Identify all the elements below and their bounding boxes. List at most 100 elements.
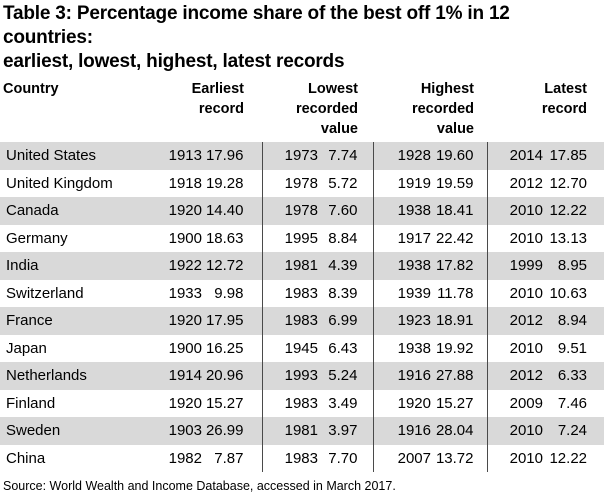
latest-year-cell: 2010	[486, 444, 545, 472]
earliest-year-cell: 1900	[168, 229, 202, 247]
latest-year-cell: 2010	[486, 417, 545, 445]
lowest-value-cell: 6.99	[328, 312, 358, 330]
country-cell: Finland	[6, 394, 56, 412]
lowest-value-cell: 3.97	[328, 422, 358, 440]
earliest-value-cell: 20.96	[205, 367, 244, 385]
earliest-year-cell: 1913	[168, 147, 202, 165]
highest-year-cell: 1916	[372, 417, 433, 445]
latest-value-cell: 10.63	[549, 284, 588, 302]
highest-value-cell: 17.82	[435, 257, 474, 275]
table-row: Switzerland 1933 9.98 1983 8.39 1939 11.78 2010…	[0, 279, 604, 307]
country-cell: Canada	[6, 202, 59, 220]
highest-year-cell: 1917	[372, 224, 433, 252]
lowest-value-cell: 6.43	[328, 339, 358, 357]
highest-year-cell: 1938	[372, 252, 433, 280]
table-title-line-2: earliest, lowest, highest, latest record…	[3, 51, 345, 72]
lowest-value-cell: 5.24	[328, 367, 358, 385]
latest-value-cell: 8.95	[557, 257, 588, 275]
earliest-value-cell: 19.28	[205, 174, 244, 192]
latest-value-cell: 9.51	[557, 339, 588, 357]
highest-year-cell: 1928	[372, 142, 433, 170]
column-header-earliest-record: Earliest record	[191, 81, 244, 117]
latest-value-cell: 12.70	[549, 174, 588, 192]
latest-year-cell: 2010	[486, 224, 545, 252]
earliest-year-cell: 1982	[168, 449, 202, 467]
latest-value-cell: 12.22	[549, 202, 588, 220]
table-title: Table 3: Percentage income share of the …	[3, 2, 604, 74]
latest-year-cell: 2009	[486, 389, 545, 417]
highest-value-cell: 27.88	[435, 367, 474, 385]
lowest-value-cell: 7.74	[328, 147, 358, 165]
highest-year-cell: 1923	[372, 307, 433, 335]
table-row: Japan 1900 16.25 1945 6.43 1938 19.92 2010 9.51	[0, 334, 604, 362]
highest-value-cell: 15.27	[435, 394, 474, 412]
earliest-year-cell: 1920	[168, 202, 202, 220]
income-share-table: Country Earliest record Lowest recorded …	[0, 79, 604, 472]
latest-value-cell: 7.46	[557, 394, 588, 412]
country-cell: France	[6, 312, 53, 330]
table-body: United States 1913 17.96 1973 7.74 1928 19.60 2…	[0, 142, 604, 472]
earliest-value-cell: 15.27	[205, 394, 244, 412]
earliest-year-cell: 1918	[168, 174, 202, 192]
table-row: United Kingdom 1918 19.28 1978 5.72 1919 19.59…	[0, 169, 604, 197]
table-title-line-1: Table 3: Percentage income share of the …	[3, 3, 510, 48]
earliest-year-cell: 1903	[168, 422, 202, 440]
highest-year-cell: 1920	[372, 389, 433, 417]
lowest-year-cell: 1983	[261, 444, 320, 472]
table-row: China 1982 7.87 1983 7.70 2007 13.72 2010 12.22	[0, 444, 604, 472]
latest-year-cell: 2014	[486, 142, 545, 170]
highest-year-cell: 1919	[372, 169, 433, 197]
earliest-year-cell: 1920	[168, 394, 202, 412]
table-row: Sweden 1903 26.99 1981 3.97 1916 28.04 2010 7.24	[0, 417, 604, 445]
latest-year-cell: 2012	[486, 169, 545, 197]
country-cell: Netherlands	[6, 367, 87, 385]
country-cell: India	[6, 257, 39, 275]
country-cell: Germany	[6, 229, 68, 247]
latest-year-cell: 1999	[486, 252, 545, 280]
country-cell: Sweden	[6, 422, 61, 440]
lowest-value-cell: 4.39	[328, 257, 358, 275]
latest-year-cell: 2010	[486, 334, 545, 362]
lowest-year-cell: 1983	[261, 279, 320, 307]
highest-value-cell: 11.78	[437, 284, 474, 302]
earliest-year-cell: 1920	[168, 312, 202, 330]
country-cell: Japan	[6, 339, 47, 357]
earliest-value-cell: 9.98	[214, 284, 244, 302]
highest-value-cell: 13.72	[435, 449, 474, 467]
earliest-value-cell: 17.95	[205, 312, 244, 330]
latest-year-cell: 2012	[486, 307, 545, 335]
lowest-year-cell: 1978	[261, 197, 320, 225]
lowest-value-cell: 7.70	[328, 449, 358, 467]
latest-value-cell: 12.22	[549, 449, 588, 467]
lowest-value-cell: 7.60	[328, 202, 358, 220]
lowest-year-cell: 1945	[261, 334, 320, 362]
highest-year-cell: 1938	[372, 334, 433, 362]
earliest-year-cell: 1914	[168, 367, 202, 385]
latest-value-cell: 13.13	[549, 229, 588, 247]
earliest-value-cell: 18.63	[205, 229, 244, 247]
highest-value-cell: 19.59	[435, 174, 474, 192]
earliest-year-cell: 1922	[168, 257, 202, 275]
table-row: France 1920 17.95 1983 6.99 1923 18.91 2012 8.94	[0, 307, 604, 335]
lowest-year-cell: 1983	[261, 307, 320, 335]
table-row: Netherlands 1914 20.96 1993 5.24 1916 27.88 201…	[0, 362, 604, 390]
lowest-year-cell: 1973	[261, 142, 320, 170]
lowest-value-cell: 3.49	[328, 394, 358, 412]
source-note: Source: World Wealth and Income Database…	[3, 479, 396, 493]
table-row: Canada 1920 14.40 1978 7.60 1938 18.41 2010 12.2…	[0, 197, 604, 225]
lowest-year-cell: 1983	[261, 389, 320, 417]
table-row: United States 1913 17.96 1973 7.74 1928 19.60 2…	[0, 142, 604, 170]
lowest-year-cell: 1981	[261, 417, 320, 445]
highest-value-cell: 19.92	[435, 339, 474, 357]
latest-value-cell: 7.24	[557, 422, 588, 440]
earliest-year-cell: 1900	[168, 339, 202, 357]
highest-value-cell: 19.60	[435, 147, 474, 165]
highest-year-cell: 1916	[372, 362, 433, 390]
highest-value-cell: 18.91	[435, 312, 474, 330]
latest-year-cell: 2012	[486, 362, 545, 390]
highest-year-cell: 1938	[372, 197, 433, 225]
lowest-year-cell: 1995	[261, 224, 320, 252]
lowest-value-cell: 5.72	[328, 174, 358, 192]
lowest-value-cell: 8.84	[328, 229, 358, 247]
